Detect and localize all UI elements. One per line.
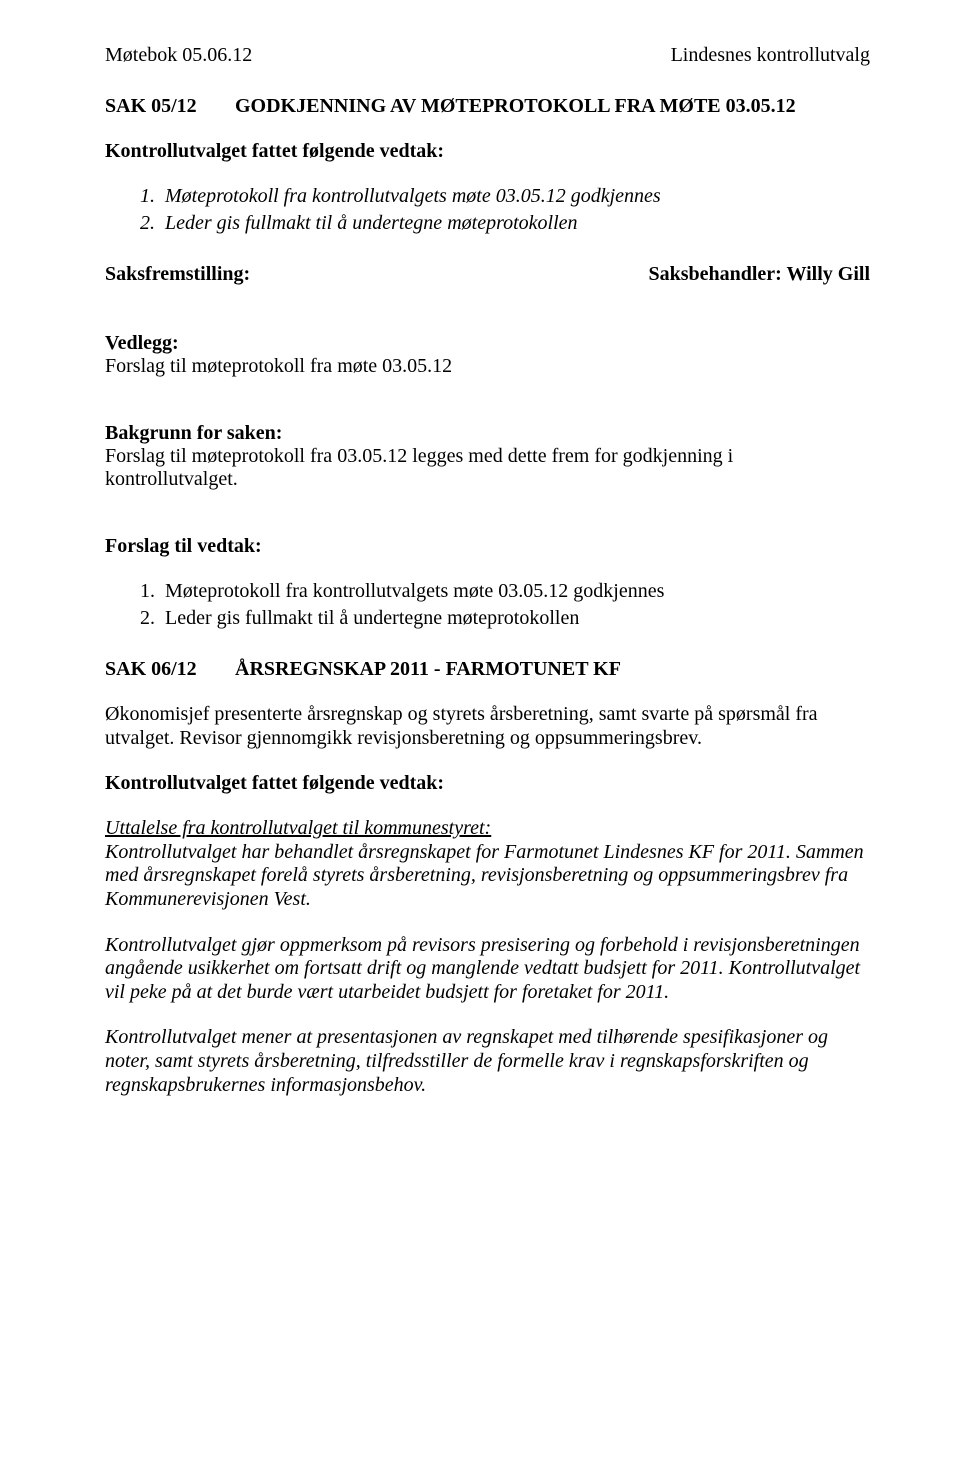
sak06-vedtak-label: Kontrollutvalget fattet følgende vedtak: <box>105 772 870 795</box>
bakgrunn-text: Forslag til møteprotokoll fra 03.05.12 l… <box>105 445 870 491</box>
list-item: Møteprotokoll fra kontrollutvalgets møte… <box>160 580 870 603</box>
bakgrunn-label: Bakgrunn for saken: <box>105 422 282 444</box>
page-container: Møtebok 05.06.12 Lindesnes kontrollutval… <box>0 0 960 1470</box>
vedlegg-text: Forslag til møteprotokoll fra møte 03.05… <box>105 355 870 378</box>
sak06-intro: Økonomisjef presenterte årsregnskap og s… <box>105 703 870 750</box>
forslag-label: Forslag til vedtak: <box>105 535 870 558</box>
sak05-vedtak-list: Møteprotokoll fra kontrollutvalgets møte… <box>105 185 870 235</box>
forslag-list: Møteprotokoll fra kontrollutvalgets møte… <box>105 580 870 630</box>
sak06-p2: Kontrollutvalget gjør oppmerksom på revi… <box>105 934 870 1005</box>
uttalelse-block: Uttalelse fra kontrollutvalget til kommu… <box>105 817 870 911</box>
sak06-number: SAK 06/12 <box>105 658 235 681</box>
saksfremstilling-label: Saksfremstilling: <box>105 263 250 286</box>
header-left: Møtebok 05.06.12 <box>105 44 252 67</box>
sak05-number: SAK 05/12 <box>105 95 235 118</box>
vedlegg-label: Vedlegg: <box>105 332 179 354</box>
sak06-title: ÅRSREGNSKAP 2011 - FARMOTUNET KF <box>235 658 621 681</box>
saksbehandler-label: Saksbehandler: Willy Gill <box>648 263 870 286</box>
sak06-heading: SAK 06/12 ÅRSREGNSKAP 2011 - FARMOTUNET … <box>105 658 870 681</box>
list-item: Møteprotokoll fra kontrollutvalgets møte… <box>160 185 870 208</box>
page-header: Møtebok 05.06.12 Lindesnes kontrollutval… <box>105 44 870 67</box>
bakgrunn-block: Bakgrunn for saken: Forslag til møteprot… <box>105 422 870 491</box>
sak06-p1: Kontrollutvalget har behandlet årsregnsk… <box>105 841 864 910</box>
sak05-vedtak-label: Kontrollutvalget fattet følgende vedtak: <box>105 140 870 163</box>
sak05-title: GODKJENNING AV MØTEPROTOKOLL FRA MØTE 03… <box>235 95 796 118</box>
header-right: Lindesnes kontrollutvalg <box>671 44 870 67</box>
sak05-heading: SAK 05/12 GODKJENNING AV MØTEPROTOKOLL F… <box>105 95 870 118</box>
saksfremstilling-row: Saksfremstilling: Saksbehandler: Willy G… <box>105 263 870 286</box>
list-item: Leder gis fullmakt til å undertegne møte… <box>160 212 870 235</box>
uttalelse-underline: Uttalelse fra kontrollutvalget til kommu… <box>105 817 491 839</box>
list-item: Leder gis fullmakt til å undertegne møte… <box>160 607 870 630</box>
vedlegg-block: Vedlegg: Forslag til møteprotokoll fra m… <box>105 332 870 378</box>
sak06-p3: Kontrollutvalget mener at presentasjonen… <box>105 1026 870 1097</box>
